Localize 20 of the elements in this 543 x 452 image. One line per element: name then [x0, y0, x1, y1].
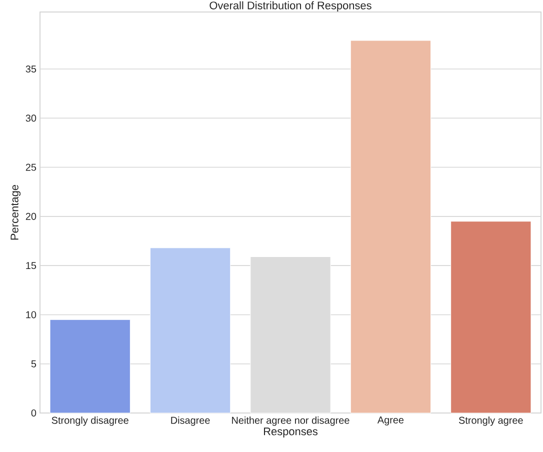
- bar: [150, 248, 231, 414]
- x-tick-label: Disagree: [171, 416, 210, 426]
- bar: [50, 319, 130, 414]
- bar: [450, 221, 532, 414]
- x-tick-label: Strongly disagree: [52, 416, 128, 426]
- x-tick-label: Strongly agree: [458, 416, 523, 426]
- y-tick-label: 35: [26, 65, 36, 73]
- x-axis-title: Responses: [264, 428, 318, 438]
- y-tick-label: 5: [31, 360, 36, 368]
- y-tick-label: 0: [31, 409, 36, 417]
- x-tick-label: Neither agree nor disagree: [232, 416, 350, 426]
- x-tick-label: Agree: [377, 416, 404, 426]
- y-tick-label: 10: [26, 311, 36, 318]
- y-tick-label: 30: [26, 114, 36, 122]
- bar: [350, 40, 432, 414]
- y-axis-title: Percentage: [10, 184, 21, 240]
- y-tick-label: 15: [26, 262, 36, 270]
- y-tick-label: 25: [26, 164, 36, 171]
- y-tick-label: 20: [26, 212, 36, 220]
- chart-title: Overall Distribution of Responses: [210, 1, 372, 12]
